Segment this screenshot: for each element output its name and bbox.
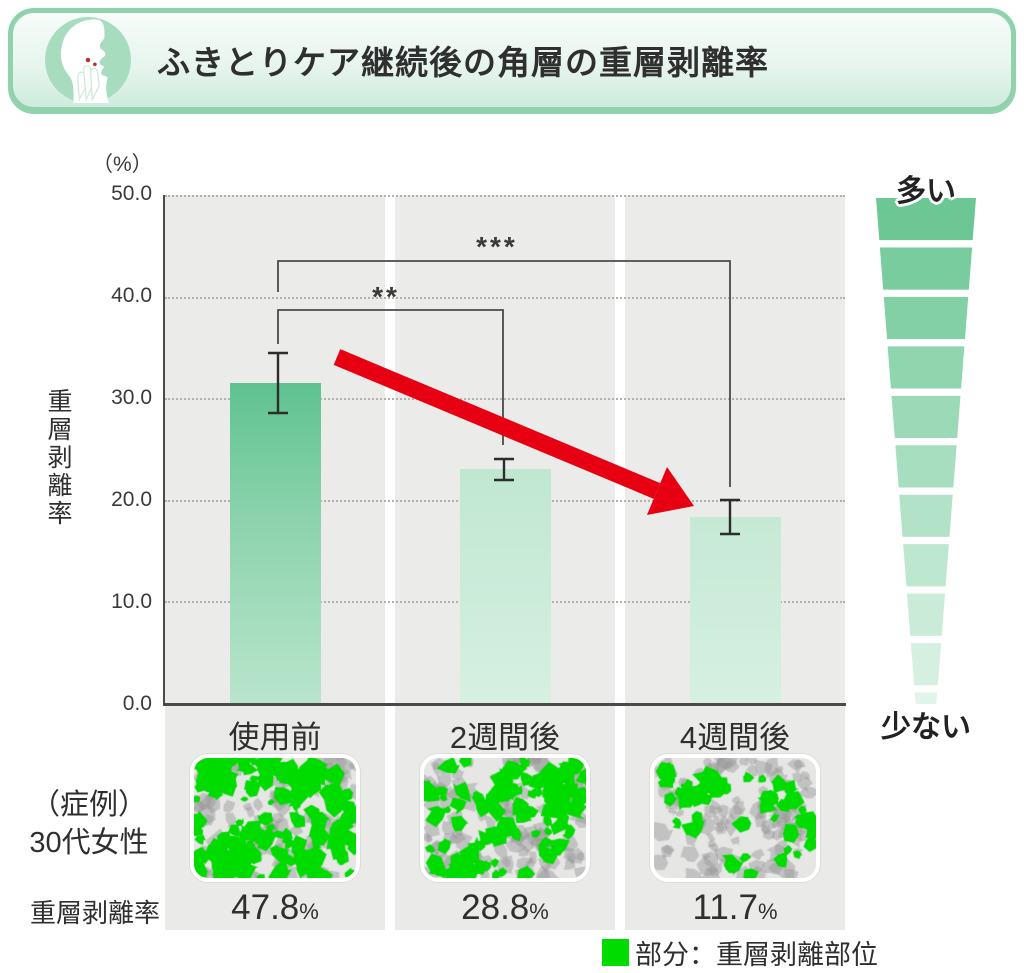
funnel-label-few: 少ない bbox=[881, 711, 971, 744]
x-axis-line bbox=[163, 703, 846, 706]
header-banner: ふきとりケア継続後の角層の重層剥離率 bbox=[8, 8, 1016, 112]
funnel-label-many: 多い bbox=[896, 175, 956, 208]
y-axis-unit: （%） bbox=[92, 153, 153, 176]
case-subject-label: （症例） 30代女性 bbox=[29, 789, 149, 859]
y-tick-0: 0.0 bbox=[122, 692, 152, 715]
rate-value-week4: 11.7% bbox=[692, 888, 778, 927]
y-tick-20: 20.0 bbox=[111, 488, 152, 511]
y-tick-40: 40.0 bbox=[111, 284, 152, 307]
gridline-50 bbox=[165, 195, 845, 197]
significance-label-3stars: *** bbox=[476, 231, 518, 262]
significance-label-2stars: ** bbox=[372, 281, 400, 312]
rate-value-before: 47.8% bbox=[231, 888, 319, 927]
face-profile-icon bbox=[45, 17, 131, 103]
y-axis-title: 重層剥離率 bbox=[44, 388, 72, 528]
bar-week2 bbox=[460, 469, 551, 703]
micrograph-before bbox=[190, 754, 360, 882]
legend: 部分：重層剥離部位 bbox=[602, 933, 878, 972]
category-label-week2: 2週間後 bbox=[449, 720, 561, 755]
rate-row-label: 重層剥離率 bbox=[29, 898, 160, 928]
category-label-week4: 4週間後 bbox=[679, 720, 791, 755]
category-label-before: 使用前 bbox=[228, 720, 322, 755]
legend-label: 部分：重層剥離部位 bbox=[635, 940, 878, 970]
y-tick-30: 30.0 bbox=[111, 386, 152, 409]
bar-week4 bbox=[690, 517, 781, 703]
y-axis-line bbox=[163, 195, 165, 705]
plot-area bbox=[165, 195, 845, 703]
bar-before-use bbox=[230, 383, 321, 703]
rate-value-week2: 28.8% bbox=[461, 888, 549, 927]
legend-green-swatch bbox=[602, 939, 629, 966]
density-funnel bbox=[876, 198, 976, 704]
gridline-40 bbox=[165, 297, 845, 299]
micrograph-week4 bbox=[650, 754, 820, 882]
page-title: ふきとりケア継続後の角層の重層剥離率 bbox=[157, 44, 769, 81]
micrograph-week2 bbox=[420, 754, 590, 882]
y-tick-50: 50.0 bbox=[111, 182, 152, 205]
y-tick-10: 10.0 bbox=[111, 590, 152, 613]
